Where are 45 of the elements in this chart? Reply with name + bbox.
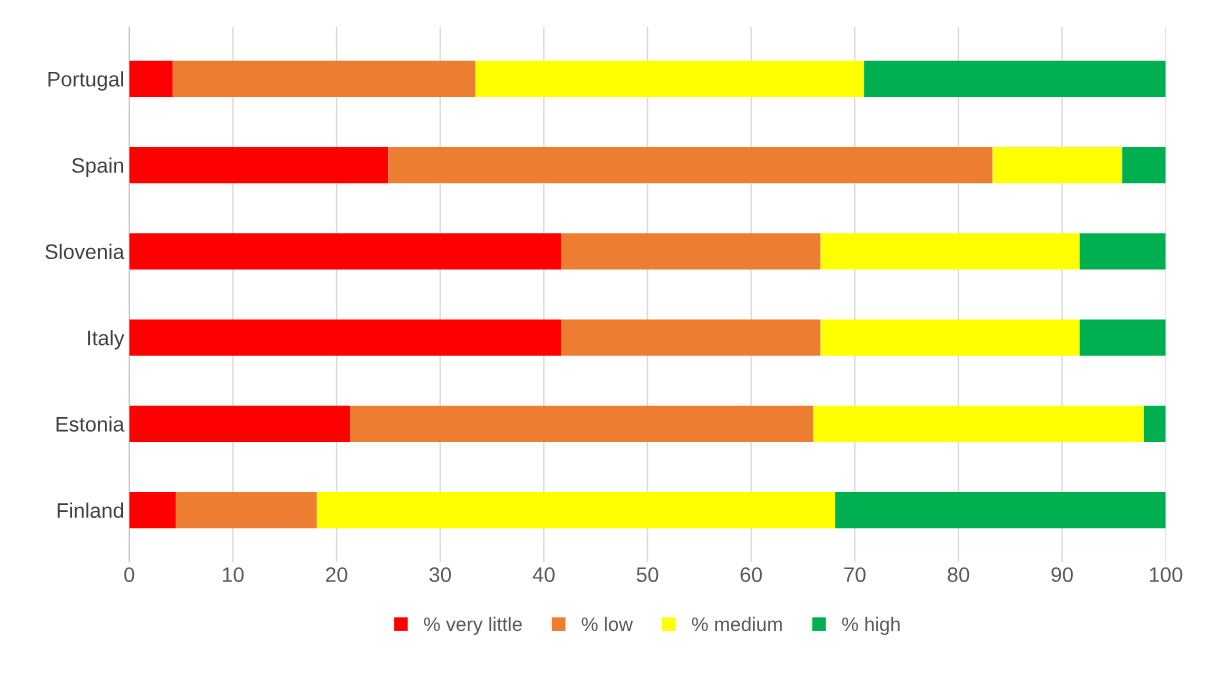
x-tick-label: 50 — [636, 567, 659, 583]
y-tick-label: Spain — [72, 157, 124, 177]
y-tick-label: Estonia — [56, 416, 125, 432]
legend-label: % low — [581, 616, 633, 632]
bar — [129, 492, 176, 529]
x-tick-label: 10 — [222, 567, 244, 583]
bar — [350, 405, 814, 442]
bar — [864, 60, 1166, 97]
bar — [316, 492, 836, 529]
bar — [1079, 319, 1166, 356]
x-tick-label: 40 — [532, 567, 555, 583]
legend-label: % medium — [691, 616, 782, 632]
bar — [388, 146, 993, 184]
bar — [129, 319, 562, 356]
bar — [129, 405, 351, 442]
x-tick-label: 30 — [429, 567, 451, 583]
x-tick-label: 20 — [326, 567, 348, 583]
bar — [561, 319, 821, 356]
bar — [129, 233, 562, 270]
bar — [992, 146, 1123, 184]
bar — [475, 60, 865, 97]
bar — [820, 233, 1080, 270]
x-tick-label: 90 — [1051, 567, 1073, 583]
bar — [1143, 405, 1166, 442]
y-tick-label: Portugal — [48, 71, 124, 91]
legend-label: % very little — [423, 616, 522, 635]
x-tick-label: 80 — [947, 567, 970, 583]
bar — [175, 492, 317, 529]
x-tick-label: 100 — [1149, 567, 1183, 583]
legend-label: % high — [842, 616, 900, 635]
bar — [820, 319, 1080, 356]
y-tick-label: Italy — [88, 330, 125, 350]
y-tick-label: Slovenia — [45, 243, 125, 260]
x-tick-label: 0 — [124, 567, 135, 583]
x-tick-label: 70 — [844, 567, 866, 583]
bar — [813, 405, 1144, 442]
bar — [1079, 233, 1166, 270]
bar — [561, 233, 821, 270]
x-tick-label: 60 — [740, 567, 762, 583]
bar — [172, 60, 476, 97]
bar — [835, 492, 1166, 529]
bar — [129, 146, 389, 184]
y-tick-label: Finland — [57, 502, 124, 518]
bar — [129, 60, 173, 97]
bar — [1122, 146, 1166, 184]
